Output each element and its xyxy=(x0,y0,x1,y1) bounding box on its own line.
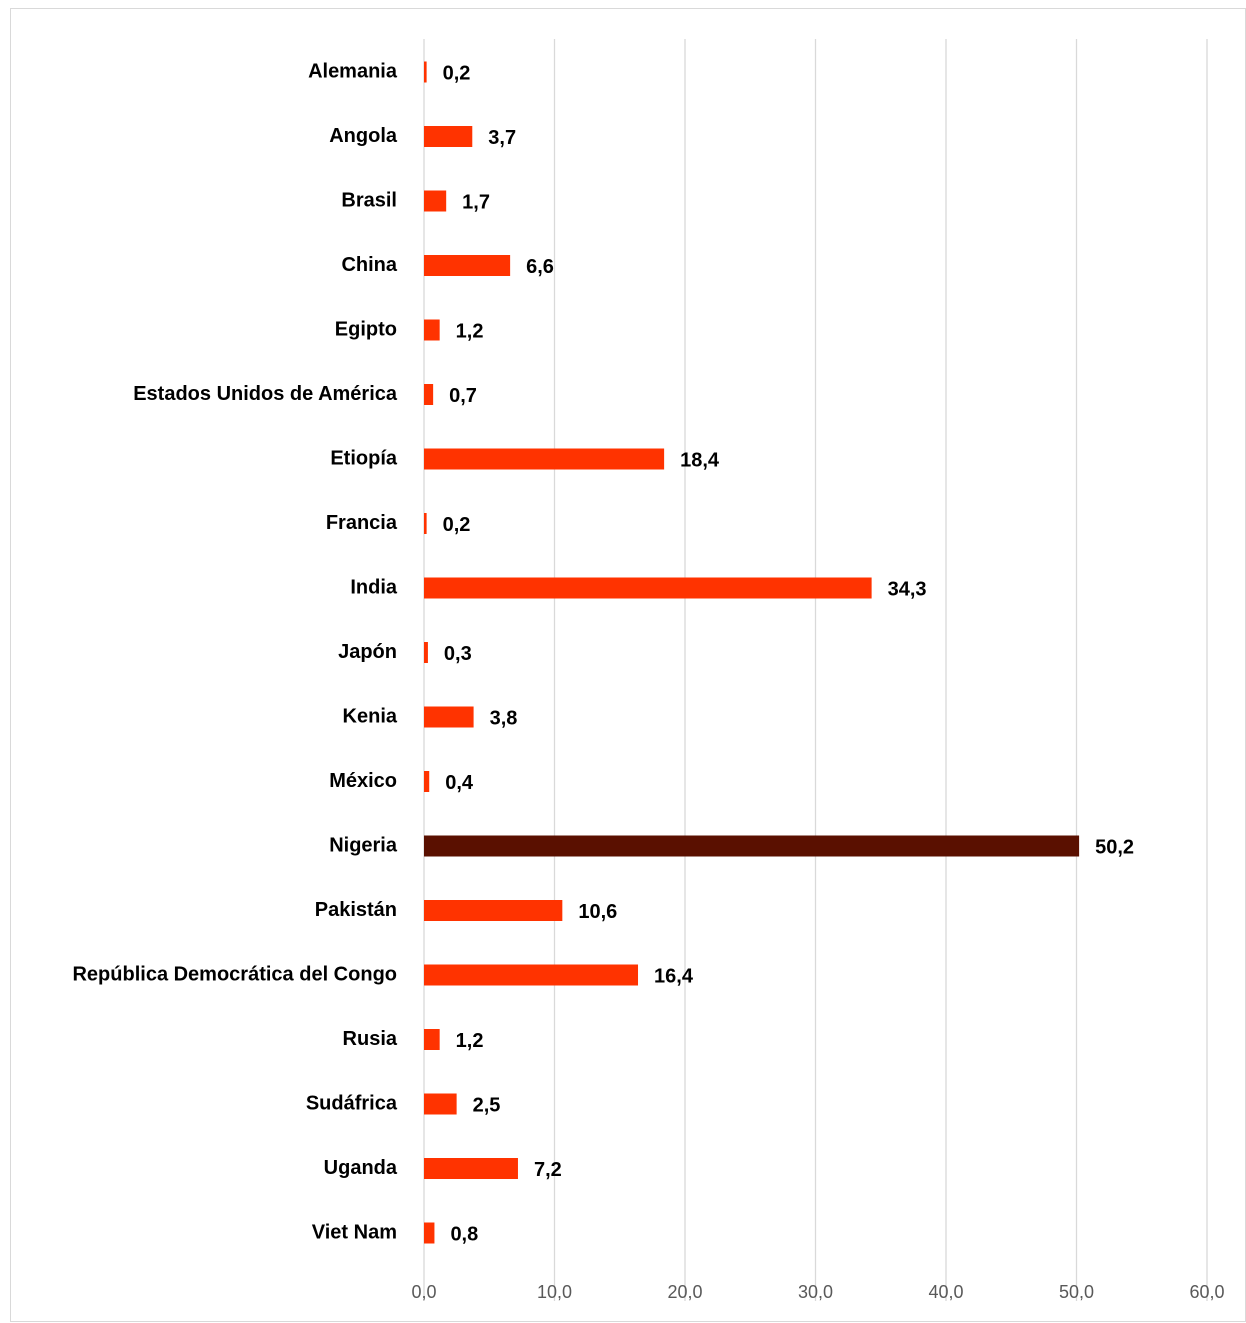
data-label: 1,7 xyxy=(462,191,490,213)
x-tick-label: 60,0 xyxy=(1189,1282,1224,1302)
data-label: 10,6 xyxy=(578,901,617,923)
bar-kenia xyxy=(424,706,474,728)
bars xyxy=(424,61,1080,1244)
category-label: China xyxy=(341,254,397,276)
chart-frame: Alemania Angola Brasil China Egipto Estados U… xyxy=(10,8,1246,1322)
x-tick-label: 50,0 xyxy=(1059,1282,1094,1302)
category-label: Uganda xyxy=(324,1157,398,1179)
bar-nigeria xyxy=(424,835,1080,857)
category-label: Viet Nam xyxy=(312,1221,397,1243)
bar-etiop-a xyxy=(424,448,665,470)
category-label: República Democrática del Congo xyxy=(72,963,397,985)
x-tick-label: 20,0 xyxy=(667,1282,702,1302)
category-label: Angola xyxy=(329,125,398,147)
data-label: 1,2 xyxy=(456,1030,484,1052)
data-label: 34,3 xyxy=(888,578,927,600)
category-label: India xyxy=(350,576,398,598)
x-axis-tick-labels: 0,0 10,0 20,0 30,0 40,0 50,0 60,0 xyxy=(411,1282,1224,1302)
category-label: Alemania xyxy=(308,60,398,82)
category-label: Francia xyxy=(326,512,398,534)
bar-uganda xyxy=(424,1158,518,1179)
data-label: 3,7 xyxy=(488,127,516,149)
category-label: Japón xyxy=(338,641,397,663)
bar-alemania xyxy=(424,61,427,83)
category-label: Nigeria xyxy=(329,834,398,856)
data-label: 7,2 xyxy=(534,1159,562,1181)
data-label: 0,4 xyxy=(445,772,474,794)
data-label: 6,6 xyxy=(526,256,554,278)
category-label: Brasil xyxy=(341,189,397,211)
data-label: 0,3 xyxy=(444,643,472,665)
bar-egipto xyxy=(424,319,440,341)
data-label: 50,2 xyxy=(1095,836,1134,858)
category-label: Estados Unidos de América xyxy=(133,383,398,405)
bar-india xyxy=(424,577,872,599)
category-label: Pakistán xyxy=(315,899,397,921)
bar-china xyxy=(424,255,511,276)
x-tick-label: 0,0 xyxy=(411,1282,436,1302)
category-label: Sudáfrica xyxy=(306,1092,398,1114)
bar-chart: Alemania Angola Brasil China Egipto Estados U… xyxy=(72,39,1225,1302)
bar-francia xyxy=(424,513,427,534)
bar-rusia xyxy=(424,1029,440,1050)
category-label: México xyxy=(329,770,397,792)
category-label: Kenia xyxy=(343,705,398,727)
category-label: Etiopía xyxy=(330,447,398,469)
data-label: 0,7 xyxy=(449,385,477,407)
x-tick-label: 30,0 xyxy=(798,1282,833,1302)
data-label: 2,5 xyxy=(473,1094,501,1116)
category-label: Rusia xyxy=(343,1028,398,1050)
data-label: 1,2 xyxy=(456,320,484,342)
x-tick-label: 10,0 xyxy=(537,1282,572,1302)
category-labels: Alemania Angola Brasil China Egipto Estados U… xyxy=(72,60,397,1243)
data-label: 0,8 xyxy=(450,1223,478,1245)
data-label: 0,2 xyxy=(443,514,471,536)
data-label: 0,2 xyxy=(443,62,471,84)
value-labels: 0,2 3,7 1,7 6,6 1,2 0,7 18,4 0,2 34,3 0,3 3,8 0,4 50… xyxy=(443,62,1134,1245)
data-label: 16,4 xyxy=(654,965,694,987)
data-label: 3,8 xyxy=(490,707,518,729)
bar-angola xyxy=(424,126,473,147)
bar-brasil xyxy=(424,190,447,212)
bar-m-xico xyxy=(424,771,430,792)
grid-lines xyxy=(423,39,1208,1301)
bar-viet-nam xyxy=(424,1222,435,1244)
category-label: Egipto xyxy=(335,318,397,340)
data-label: 18,4 xyxy=(680,449,720,471)
bar-rep-blica-democr-tica-del-congo xyxy=(424,964,639,986)
x-tick-label: 40,0 xyxy=(928,1282,963,1302)
bar-jap-n xyxy=(424,642,428,663)
bar-estados-unidos-de-am-rica xyxy=(424,384,434,405)
bar-sud-frica xyxy=(424,1093,457,1115)
bar-pakist-n xyxy=(424,900,563,921)
